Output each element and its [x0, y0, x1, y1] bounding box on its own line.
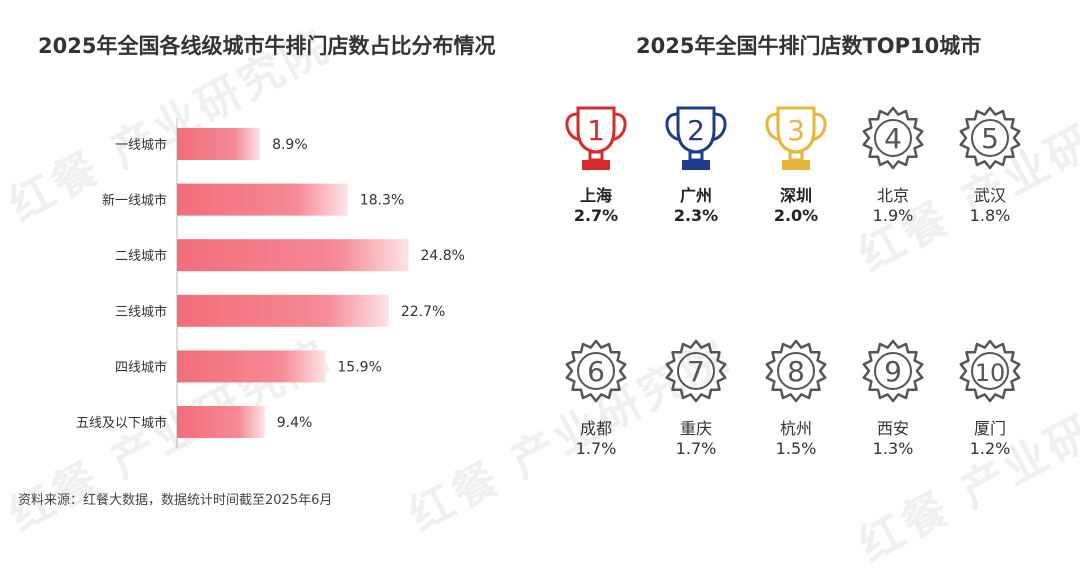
trophy-icon: 2: [665, 106, 727, 170]
category-label: 二线城市: [115, 248, 167, 264]
value-label: 24.8%: [420, 248, 464, 264]
city-name: 杭州: [779, 419, 812, 438]
city-rank-item: 1 上海 2.7%: [541, 100, 651, 226]
badge-icon: 6: [565, 339, 627, 403]
bar: [177, 350, 326, 383]
source-note: 资料来源：红餐大数据，数据统计时间截至2025年6月: [18, 493, 333, 508]
svg-text:4: 4: [884, 122, 902, 155]
city-rank-item: 2 广州 2.3%: [641, 100, 751, 226]
badge-icon: 7: [665, 339, 727, 403]
city-rank-item: 5 武汉 1.8%: [935, 100, 1045, 226]
badge-icon: 10: [959, 339, 1021, 403]
svg-text:10: 10: [975, 359, 1006, 387]
city-rank-item: 3 深圳 2.0%: [741, 100, 851, 226]
svg-text:9: 9: [884, 355, 902, 388]
city-share-value: 1.2%: [969, 439, 1011, 458]
city-name: 广州: [679, 186, 712, 205]
tier-distribution-bar-chart: 一线城市 8.9% 新一线城市 18.3% 二线城市 24.8% 三线城市 22.7% 四线城市…: [76, 118, 465, 448]
value-label: 15.9%: [337, 359, 381, 375]
city-rank-item: 9 西安 1.3%: [838, 333, 948, 459]
city-share-value: 1.7%: [575, 439, 617, 458]
city-share-value: 2.0%: [773, 206, 819, 225]
city-rank-item: 4 北京 1.9%: [838, 100, 948, 226]
city-share-value: 2.3%: [673, 206, 719, 225]
left-chart-title: 2025年全国各线级城市牛排门店数占比分布情况: [38, 34, 496, 58]
city-share-value: 1.9%: [872, 206, 914, 225]
svg-text:7: 7: [687, 355, 705, 388]
trophy-icon: 3: [765, 106, 827, 170]
value-label: 9.4%: [277, 415, 313, 431]
trophy-icon: 1: [565, 106, 627, 170]
bar: [177, 406, 265, 438]
city-share-value: 1.7%: [675, 439, 717, 458]
bar: [177, 239, 409, 272]
right-chart-title: 2025年全国牛排门店数TOP10城市: [636, 34, 982, 58]
category-label: 三线城市: [115, 304, 167, 320]
city-rank-item: 8 杭州 1.5%: [741, 333, 851, 459]
city-rank-item: 6 成都 1.7%: [541, 333, 651, 459]
city-name: 厦门: [973, 419, 1006, 438]
badge-icon: 4: [862, 106, 924, 170]
svg-text:1: 1: [587, 114, 605, 147]
svg-text:2: 2: [687, 114, 705, 147]
category-label: 四线城市: [115, 359, 167, 375]
city-name: 上海: [579, 186, 612, 205]
category-label: 新一线城市: [102, 193, 167, 209]
city-share-value: 2.7%: [573, 206, 619, 225]
city-share-value: 1.8%: [969, 206, 1011, 225]
svg-text:6: 6: [587, 355, 605, 388]
bar: [177, 183, 348, 216]
value-label: 22.7%: [401, 304, 445, 320]
city-name: 北京: [876, 186, 909, 205]
badge-icon: 5: [959, 106, 1021, 170]
category-label: 五线及以下城市: [76, 415, 167, 431]
badge-icon: 8: [765, 339, 827, 403]
svg-text:3: 3: [787, 114, 805, 147]
city-name: 深圳: [779, 186, 812, 205]
bar: [177, 128, 261, 160]
badge-icon: 9: [862, 339, 924, 403]
city-name: 成都: [579, 419, 612, 438]
value-label: 18.3%: [360, 193, 404, 209]
city-rank-item: 7 重庆 1.7%: [641, 333, 751, 459]
city-rank-item: 10 厦门 1.2%: [935, 333, 1045, 459]
bar: [177, 294, 389, 327]
svg-text:8: 8: [787, 355, 805, 388]
city-share-value: 1.5%: [775, 439, 817, 458]
city-name: 西安: [876, 419, 909, 438]
category-label: 一线城市: [115, 137, 167, 153]
city-name: 武汉: [973, 186, 1006, 205]
city-share-value: 1.3%: [872, 439, 914, 458]
svg-text:5: 5: [981, 122, 999, 155]
value-label: 8.9%: [272, 137, 308, 153]
city-name: 重庆: [679, 419, 712, 438]
